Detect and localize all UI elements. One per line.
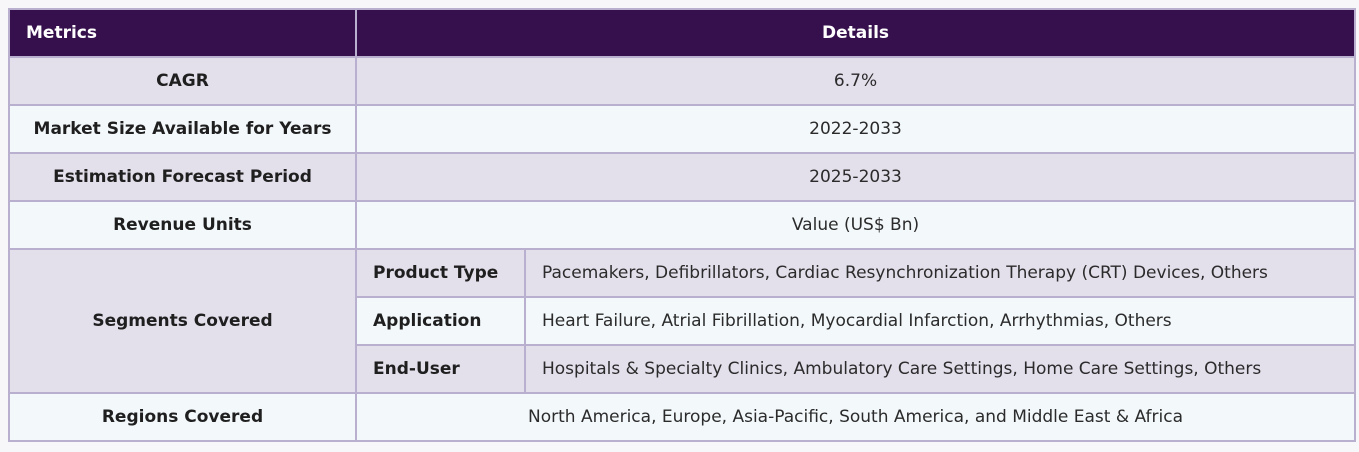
table-header-row: Metrics Details [8, 8, 1357, 58]
table-row: Market Size Available for Years 2022-203… [8, 104, 1357, 154]
segment-row-product-type: Segments Covered Product Type Pacemakers… [8, 248, 1357, 394]
metric-forecast-period: Estimation Forecast Period [8, 152, 357, 202]
value-revenue-units: Value (US$ Bn) [354, 200, 1357, 250]
segment-label-end-user: End-User [355, 344, 526, 394]
table-row: Revenue Units Value (US$ Bn) [8, 200, 1357, 250]
segment-row-end-user: End-User Hospitals & Specialty Clinics, … [9, 344, 1357, 394]
segment-row-application: Application Heart Failure, Atrial Fibril… [9, 296, 1357, 346]
segment-value-product-type: Pacemakers, Defibrillators, Cardiac Resy… [523, 248, 1357, 298]
metric-market-size-years: Market Size Available for Years [8, 104, 357, 154]
metric-cagr: CAGR [8, 56, 357, 106]
market-metrics-table: Metrics Details CAGR 6.7% Market Size Av… [8, 8, 1357, 442]
segment-value-end-user: Hospitals & Specialty Clinics, Ambulator… [523, 344, 1357, 394]
segment-label-product-type: Product Type [355, 248, 526, 298]
details-column-header: Details [354, 8, 1357, 58]
value-market-size-years: 2022-2033 [354, 104, 1357, 154]
segment-value-application: Heart Failure, Atrial Fibrillation, Myoc… [523, 296, 1357, 346]
value-cagr: 6.7% [354, 56, 1357, 106]
segment-label-application: Application [355, 296, 526, 346]
metric-revenue-units: Revenue Units [8, 200, 357, 250]
table-row: Regions Covered North America, Europe, A… [8, 392, 1357, 442]
market-metrics-table-wrapper: Metrics Details CAGR 6.7% Market Size Av… [8, 8, 1357, 442]
table-row: CAGR 6.7% [8, 56, 1357, 106]
metric-segments-covered: Segments Covered [8, 248, 357, 394]
value-forecast-period: 2025-2033 [354, 152, 1357, 202]
metric-regions-covered: Regions Covered [8, 392, 357, 442]
metrics-column-header: Metrics [8, 8, 357, 58]
value-regions-covered: North America, Europe, Asia-Pacific, Sou… [354, 392, 1357, 442]
table-row: Estimation Forecast Period 2025-2033 [8, 152, 1357, 202]
